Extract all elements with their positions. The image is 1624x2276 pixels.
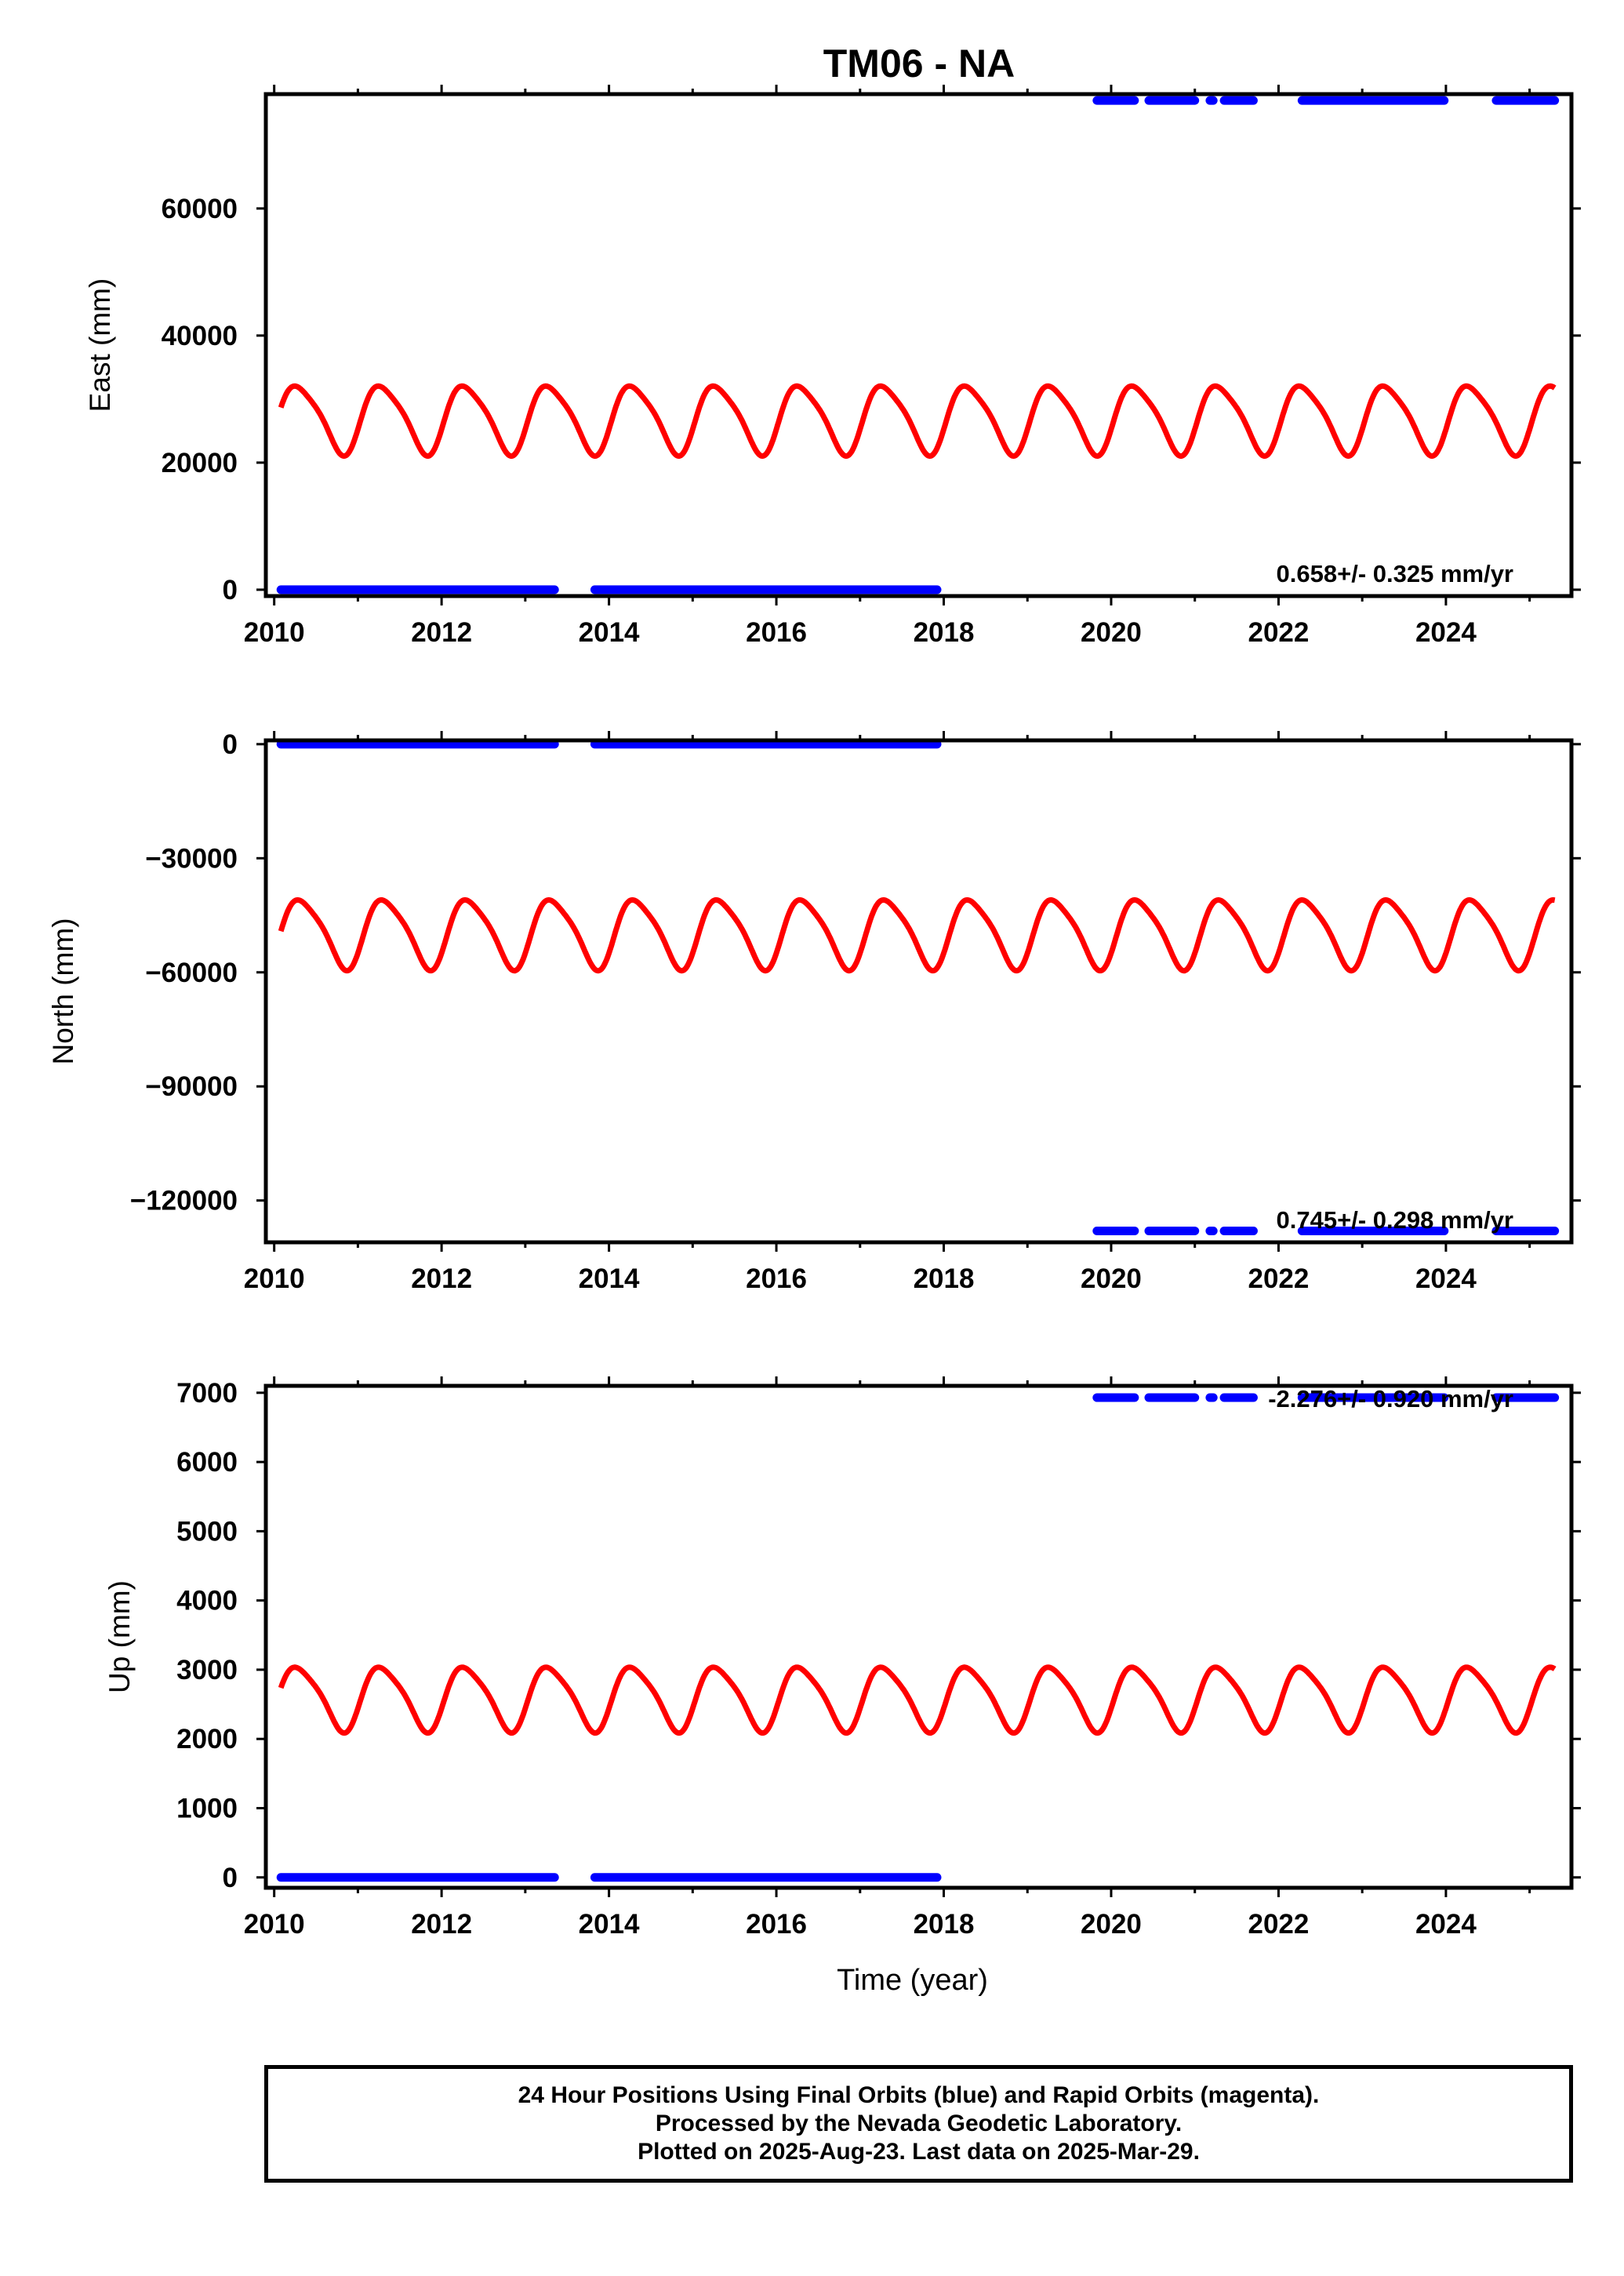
x-tick-label: 2016 [746,617,807,648]
model-curve [278,897,1557,974]
y-tick-label: 4000 [176,1586,238,1616]
x-tick-label: 2012 [411,1909,472,1940]
y-tick-label: 20000 [162,448,238,478]
plot-frame [263,738,1574,1245]
x-tick-label: 2010 [244,617,305,648]
velocity-annotation: 0.745+/- 0.298 mm/yr [1277,1206,1513,1234]
x-tick-label: 2020 [1081,1263,1142,1294]
y-axis-label: East (mm) [84,278,116,413]
x-tick-label: 2016 [746,1263,807,1294]
x-tick-label: 2024 [1415,1263,1477,1294]
x-tick-label: 2024 [1415,617,1477,648]
x-tick-label: 2014 [579,1909,640,1940]
y-tick-label: 0 [223,1863,238,1893]
velocity-annotation: -2.276+/- 0.920 mm/yr [1268,1385,1513,1413]
y-tick-label: 6000 [176,1447,238,1478]
y-axis-label: Up (mm) [104,1580,136,1693]
plot-frame [263,92,1574,598]
y-tick-label: −30000 [145,843,238,874]
x-tick-label: 2020 [1081,1909,1142,1940]
y-axis-label: North (mm) [47,918,79,1064]
panel-3: 2010 2012 2014 2016 2018 2020 2022 2024 0 1000 200… [104,1376,1581,1997]
y-tick-label: 7000 [176,1378,238,1409]
x-axis-label: Time (year) [837,1964,988,1997]
x-tick-label: 2018 [914,1263,975,1294]
final-orbit-points [276,96,1560,594]
x-tick-label: 2014 [579,617,640,648]
final-orbit-points [276,1393,1560,1882]
y-tick-label: 0 [223,575,238,605]
y-tick-label: 2000 [176,1724,238,1754]
footer-line-2: Processed by the Nevada Geodetic Laborat… [655,2111,1183,2136]
y-tick-label: 5000 [176,1516,238,1547]
y-tick-label: 1000 [176,1793,238,1823]
x-tick-label: 2010 [244,1263,305,1294]
x-tick-label: 2020 [1081,617,1142,648]
x-tick-label: 2012 [411,1263,472,1294]
x-tick-label: 2010 [244,1909,305,1940]
x-tick-label: 2012 [411,617,472,648]
model-curve [278,1664,1557,1736]
y-tick-label: −60000 [145,958,238,988]
x-tick-label: 2022 [1248,1263,1310,1294]
y-tick-label: 40000 [162,321,238,351]
y-tick-label: −120000 [130,1186,238,1216]
footer-note-box: 24 Hour Positions Using Final Orbits (bl… [264,2065,1573,2183]
final-orbit-points [276,740,1560,1235]
panel-2: 2010 2012 2014 2016 2018 2020 2022 2024 0 −30000 −… [47,729,1581,1294]
figure-title: TM06 - NA [823,42,1015,85]
velocity-annotation: 0.658+/- 0.325 mm/yr [1277,560,1513,587]
x-tick-label: 2022 [1248,1909,1310,1940]
footer-line-3: Plotted on 2025-Aug-23. Last data on 202… [638,2139,1200,2165]
x-tick-label: 2016 [746,1909,807,1940]
y-tick-label: 3000 [176,1655,238,1685]
panels: 2010 2012 2014 2016 2018 2020 2022 202402000040… [47,85,1581,1997]
panel-1: 2010 2012 2014 2016 2018 2020 2022 2024 0 20000 40… [84,85,1581,648]
y-tick-label: 0 [223,729,238,760]
x-tick-label: 2024 [1415,1909,1477,1940]
plot-frame [263,1383,1574,1890]
x-tick-label: 2014 [579,1263,640,1294]
y-tick-label: −90000 [145,1071,238,1102]
y-tick-label: 60000 [162,194,238,224]
x-tick-label: 2018 [914,1909,975,1940]
footer-line-1: 24 Hour Positions Using Final Orbits (bl… [518,2082,1320,2108]
x-tick-label: 2022 [1248,617,1310,648]
model-curve [278,383,1557,459]
x-tick-label: 2018 [914,617,975,648]
